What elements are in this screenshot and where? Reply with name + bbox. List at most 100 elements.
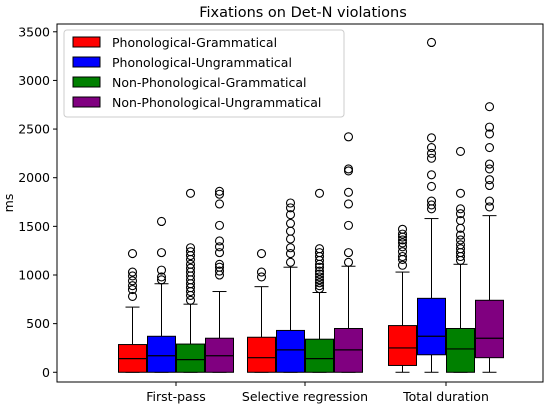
outlier-point [156,272,167,282]
outlier-point [214,199,225,209]
outlier-point [455,188,466,198]
outlier-point [397,235,408,245]
outlier-point [127,276,138,286]
box-iqr [147,335,176,373]
outlier-point [314,272,325,282]
outlier-point [127,285,138,295]
outlier-point [484,129,495,139]
outlier-point [426,142,437,153]
outlier-point [285,198,296,208]
box-1-0 [147,216,176,373]
outlier-point [314,248,325,258]
outlier-point [397,238,408,248]
chart-title: Fixations on Det-N violations [199,5,407,21]
outlier-point [214,266,225,276]
outlier-point [127,271,138,281]
outlier-point [127,291,138,301]
outlier-point [127,267,138,277]
outlier-point [484,196,495,206]
box-0-0 [118,249,147,373]
legend-label: Non-Phonological-Grammatical [112,75,307,90]
box-iqr [276,329,305,373]
legend-frame [63,29,345,118]
y-tick-label: 1000 [18,267,50,282]
outlier-point [343,166,354,176]
y-tick-label: 2500 [18,122,50,137]
outlier-point [214,189,225,199]
outlier-point [343,199,354,209]
outlier-point [314,244,325,254]
outlier-point [256,272,267,282]
plot-area [118,37,504,373]
outlier-point [314,278,325,288]
outlier-point [314,266,325,276]
box-0-1 [247,249,276,373]
outlier-point [285,243,296,253]
outlier-point [314,262,325,272]
outlier-point [314,275,325,285]
box-1-1 [276,198,305,373]
outlier-point [484,102,495,112]
box-1-2 [417,37,446,373]
outlier-point [397,260,408,270]
box-3-0 [205,186,234,373]
outlier-point [214,259,225,269]
outlier-point [285,203,296,213]
box-3-2 [475,102,504,373]
outlier-point [426,148,437,158]
box-2-2 [446,146,475,373]
outlier-point [343,248,354,258]
box-iqr [388,325,417,366]
y-tick-label: 2000 [18,170,50,185]
outlier-point [455,146,466,156]
outlier-point [343,257,354,267]
y-tick-label: 1500 [18,219,50,234]
x-tick-label: Selective regression [242,389,368,404]
box-iqr [446,327,475,373]
outlier-point [314,281,325,291]
outlier-point [426,181,437,192]
outlier-point [185,243,196,253]
outlier-point [343,220,354,230]
outlier-point [156,275,167,285]
box-iqr [247,336,276,373]
outlier-point [185,263,196,273]
outlier-point [484,122,495,132]
outlier-point [214,248,225,258]
outlier-point [156,265,167,275]
outlier-point [185,259,196,269]
y-tick-label: 3000 [18,73,50,88]
outlier-point [214,242,225,252]
x-tick-label: Total duration [402,389,489,404]
outlier-point [256,249,267,259]
outlier-point [426,196,437,206]
legend: Phonological-Grammatical Phonological-Ung… [63,29,345,118]
x-tick-label: First-pass [146,389,205,404]
outlier-point [343,132,354,142]
outlier-point [314,188,325,198]
box-2-1 [305,188,334,373]
box-iqr [176,343,205,373]
y-tick-label: 3500 [18,24,50,39]
outlier-point [185,247,196,257]
outlier-point [455,235,466,245]
outlier-point [426,37,437,48]
legend-label: Phonological-Ungrammatical [112,55,292,70]
outlier-point [484,142,495,153]
outlier-point [285,257,296,267]
outlier-point [397,242,408,252]
box-iqr [305,338,334,373]
outlier-point [127,281,138,291]
outlier-point [343,164,354,174]
outlier-point [455,244,466,254]
outlier-point [397,251,408,262]
outlier-point [484,159,495,169]
outlier-point [156,216,167,227]
outlier-point [484,202,495,212]
outlier-point [285,210,296,220]
outlier-point [397,224,408,234]
y-tick-label: 500 [26,316,50,331]
outlier-point [455,204,466,214]
outlier-point [426,200,437,210]
